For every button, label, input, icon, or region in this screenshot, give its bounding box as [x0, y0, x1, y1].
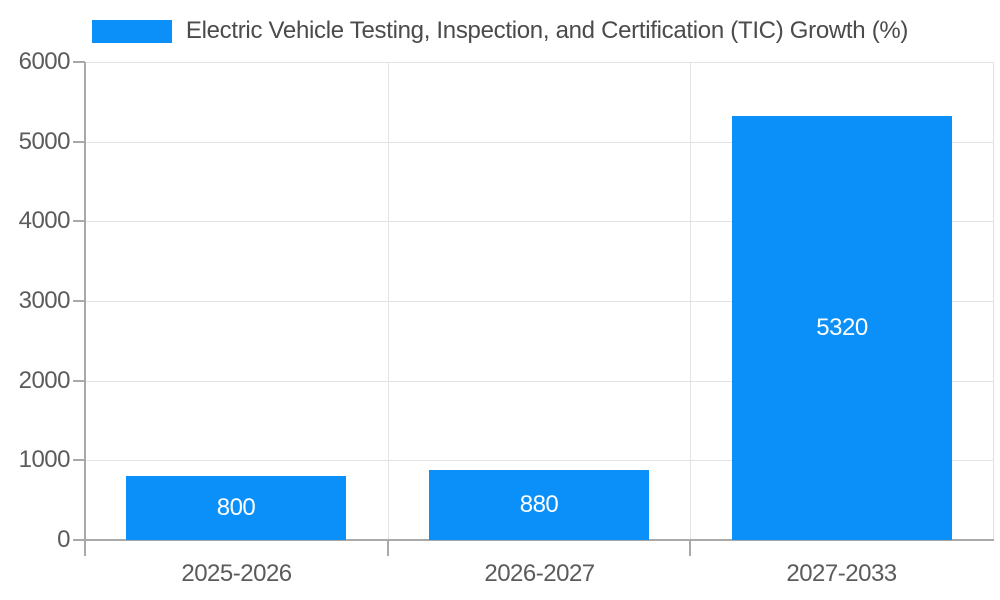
legend: Electric Vehicle Testing, Inspection, an… — [0, 17, 1000, 45]
y-gridline — [85, 142, 993, 143]
y-tick-mark — [73, 141, 85, 143]
y-gridline — [85, 381, 993, 382]
y-tick-mark — [73, 459, 85, 461]
x-gridline — [388, 62, 389, 540]
y-tick-label: 5000 — [18, 128, 71, 155]
x-gridline — [690, 62, 691, 540]
y-tick-mark — [73, 220, 85, 222]
bar-2026-2027: 880 — [429, 470, 649, 540]
legend-label: Electric Vehicle Testing, Inspection, an… — [185, 17, 909, 44]
bar-2025-2026: 800 — [126, 476, 346, 540]
y-tick-label: 2000 — [18, 367, 71, 394]
y-tick-mark — [73, 61, 85, 63]
y-tick-label: 6000 — [18, 48, 71, 75]
y-gridline — [85, 301, 993, 302]
x-tick-mark — [689, 540, 691, 556]
bar-value-label: 880 — [519, 491, 559, 518]
y-gridline — [85, 221, 993, 222]
x-tick-label: 2026-2027 — [484, 560, 595, 587]
y-tick-label: 0 — [57, 526, 70, 553]
y-gridline — [85, 62, 993, 63]
y-axis-line — [84, 62, 86, 556]
y-gridline — [85, 460, 993, 461]
bar-value-label: 5320 — [816, 314, 868, 341]
x-axis-line — [73, 539, 994, 541]
x-tick-label: 2025-2026 — [181, 560, 292, 587]
bar-2027-2033: 5320 — [732, 116, 952, 540]
y-tick-mark — [73, 380, 85, 382]
legend-swatch — [91, 19, 172, 43]
y-tick-mark — [73, 300, 85, 302]
y-tick-label: 3000 — [18, 287, 71, 314]
x-tick-label: 2027-2033 — [786, 560, 897, 587]
x-gridline — [993, 62, 994, 540]
y-tick-label: 1000 — [18, 446, 71, 473]
x-tick-mark — [387, 540, 389, 556]
bar-value-label: 800 — [216, 494, 256, 521]
y-tick-label: 4000 — [18, 207, 71, 234]
